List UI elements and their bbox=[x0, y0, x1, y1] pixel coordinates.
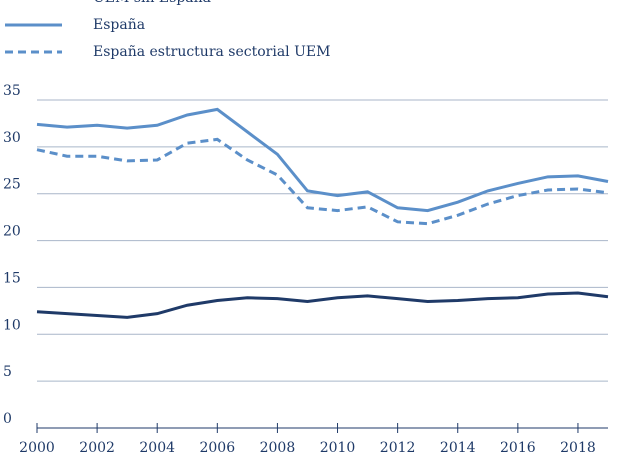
line bbox=[36, 137, 609, 226]
y-tick-label: 0 bbox=[3, 411, 12, 427]
x-tick-label: 2014 bbox=[440, 440, 476, 456]
y-tick-label: 25 bbox=[3, 177, 21, 193]
x-tick-label: 2018 bbox=[560, 440, 596, 456]
x-tick-label: 2008 bbox=[260, 440, 296, 456]
y-tick-label: 15 bbox=[3, 270, 21, 286]
x-tick-label: 2010 bbox=[320, 440, 356, 456]
y-tick-label: 10 bbox=[3, 317, 21, 333]
x-tick-label: 2004 bbox=[139, 440, 175, 456]
legend-label: UEM sin España bbox=[93, 0, 211, 6]
line bbox=[36, 291, 609, 319]
y-tick-label: 20 bbox=[3, 224, 21, 240]
x-tick-label: 2012 bbox=[380, 440, 416, 456]
x-tick-label: 2006 bbox=[199, 440, 235, 456]
legend-label: España bbox=[93, 17, 145, 33]
line bbox=[36, 107, 609, 213]
legend-label: España estructura sectorial UEM bbox=[93, 44, 330, 60]
x-tick-label: 2002 bbox=[79, 440, 115, 456]
y-tick-label: 30 bbox=[3, 130, 21, 146]
y-tick-label: 35 bbox=[3, 83, 21, 99]
x-tick-label: 2000 bbox=[19, 440, 55, 456]
x-tick-label: 2016 bbox=[500, 440, 536, 456]
y-tick-label: 5 bbox=[3, 364, 12, 380]
